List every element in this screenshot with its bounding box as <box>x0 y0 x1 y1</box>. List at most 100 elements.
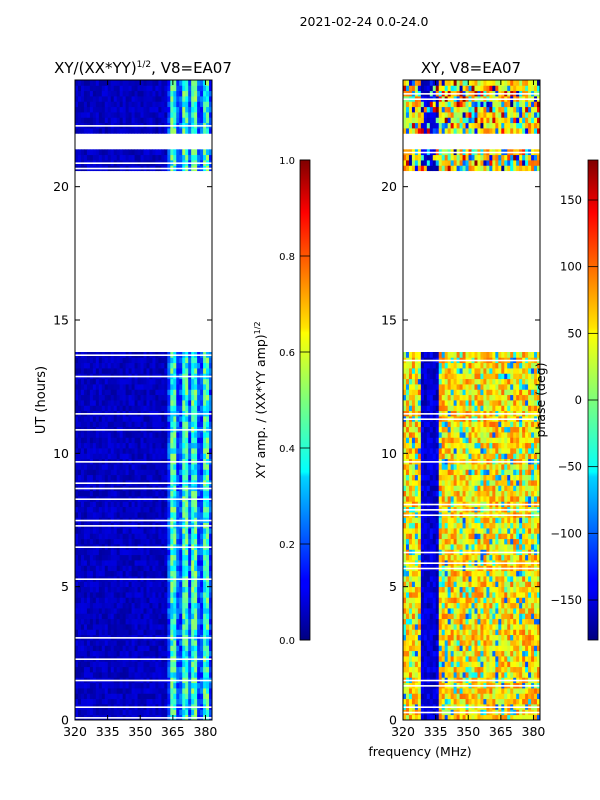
heatmap-cell <box>465 666 469 673</box>
heatmap-cell <box>134 448 138 454</box>
heatmap-cell <box>200 624 204 630</box>
heatmap-cell <box>191 640 195 646</box>
heatmap-cell <box>116 384 121 390</box>
flagged-row <box>75 498 212 500</box>
heatmap-cell <box>146 506 150 513</box>
heatmap-cell <box>429 602 434 609</box>
heatmap-cell <box>77 384 82 390</box>
heatmap-cell <box>426 661 431 668</box>
heatmap-cell <box>483 602 487 609</box>
heatmap-cell <box>152 437 156 444</box>
heatmap-cell <box>182 560 186 566</box>
heatmap-cell <box>450 693 455 700</box>
heatmap-cell <box>155 96 159 102</box>
heatmap-cell <box>104 368 109 374</box>
heatmap-cell <box>492 602 496 609</box>
heatmap-cell <box>149 618 153 625</box>
heatmap-cell <box>429 640 434 646</box>
heatmap-cell <box>507 656 511 662</box>
heatmap-cell <box>75 469 79 476</box>
heatmap-cell <box>203 453 207 460</box>
heatmap-cell <box>95 613 100 620</box>
heatmap-cell <box>516 650 520 657</box>
heatmap-cell <box>498 698 502 705</box>
heatmap-cell <box>161 469 165 476</box>
heatmap-cell <box>143 693 147 700</box>
heatmap-cell <box>468 613 472 620</box>
heatmap-cell <box>453 645 458 652</box>
heatmap-cell <box>149 608 153 614</box>
heatmap-cell <box>113 106 118 113</box>
heatmap-cell <box>182 421 186 428</box>
heatmap-cell <box>459 645 463 652</box>
heatmap-cell <box>143 672 147 678</box>
heatmap-cell <box>95 597 100 604</box>
heatmap-cell <box>128 661 132 668</box>
heatmap-cell <box>432 624 437 630</box>
heatmap-cell <box>158 570 162 577</box>
heatmap-cell <box>197 378 201 385</box>
heatmap-cell <box>77 453 82 460</box>
heatmap-cell <box>471 618 475 625</box>
heatmap-cell <box>209 698 212 705</box>
heatmap-cell <box>122 682 127 689</box>
heatmap-cell <box>203 570 207 577</box>
heatmap-cell <box>143 554 147 561</box>
heatmap-cell <box>134 405 138 412</box>
heatmap-cell <box>534 672 538 678</box>
flagged-row <box>403 706 540 708</box>
heatmap-cell <box>176 538 180 545</box>
heatmap-cell <box>107 112 112 118</box>
heatmap-cell <box>191 117 195 124</box>
heatmap-cell <box>83 650 88 657</box>
heatmap-cell <box>143 154 147 161</box>
heatmap-cell <box>173 453 177 460</box>
heatmap-cell <box>101 421 106 428</box>
heatmap-cell <box>435 624 440 630</box>
heatmap-cell <box>474 624 478 630</box>
heatmap-cell <box>191 672 195 678</box>
heatmap-cell <box>426 592 431 598</box>
heatmap-cell <box>203 384 207 390</box>
heatmap-cell <box>137 400 141 406</box>
heatmap-cell <box>155 570 159 577</box>
heatmap-cell <box>417 650 422 657</box>
heatmap-cell <box>182 96 186 102</box>
heatmap-cell <box>191 421 195 428</box>
heatmap-cell <box>95 554 100 561</box>
heatmap-cell <box>89 709 94 716</box>
heatmap-cell <box>173 432 177 438</box>
heatmap-cell <box>453 629 458 636</box>
heatmap-cell <box>83 618 88 625</box>
heatmap-cell <box>209 389 212 396</box>
heatmap-cell <box>206 554 210 561</box>
heatmap-cell <box>152 416 156 422</box>
heatmap-cell <box>164 512 168 518</box>
heatmap-cell <box>125 640 130 646</box>
heatmap-cell <box>122 149 127 156</box>
heatmap-cell <box>417 661 422 668</box>
heatmap-cell <box>95 698 100 705</box>
heatmap-cell <box>167 682 171 689</box>
heatmap-cell <box>75 490 79 497</box>
heatmap-cell <box>137 437 141 444</box>
heatmap-cell <box>122 442 127 449</box>
heatmap-cell <box>411 624 416 630</box>
heatmap-cell <box>537 618 540 625</box>
heatmap-cell <box>179 549 183 556</box>
heatmap-cell <box>477 661 481 668</box>
heatmap-cell <box>483 693 487 700</box>
heatmap-cell <box>173 442 177 449</box>
heatmap-cell <box>131 640 135 646</box>
heatmap-cell <box>140 613 144 620</box>
heatmap-cell <box>113 698 118 705</box>
heatmap-cell <box>119 661 124 668</box>
heatmap-cell <box>137 538 141 545</box>
heatmap-cell <box>134 368 138 374</box>
heatmap-cell <box>104 112 109 118</box>
heatmap-cell <box>146 624 150 630</box>
heatmap-cell <box>104 85 109 92</box>
heatmap-cell <box>209 384 212 390</box>
heatmap-cell <box>119 602 124 609</box>
heatmap-cell <box>140 661 144 668</box>
